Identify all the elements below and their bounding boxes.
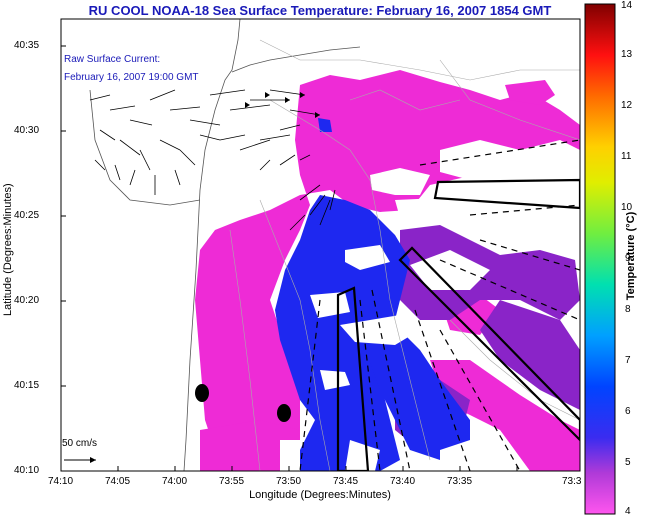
legend-current-label: Raw Surface Current:: [64, 54, 160, 65]
colorbar-tick-label: 8: [625, 304, 631, 315]
y-tick-label: 40:15: [14, 380, 40, 391]
y-tick-label: 40:10: [14, 465, 40, 476]
colorbar: [584, 3, 616, 515]
current-vectors: [89, 89, 336, 231]
y-axis-label: Latitude (Degrees:Minutes): [2, 183, 14, 316]
bathymetry-contours: [229, 39, 580, 471]
x-axis-label: Longitude (Degrees:Minutes): [249, 489, 391, 501]
x-tick-label: 73:40: [390, 476, 416, 487]
coastline: [89, 19, 361, 471]
x-tick-label: 74:05: [105, 476, 131, 487]
cloud-gaps: [280, 140, 580, 471]
x-tick-label: 73:45: [333, 476, 359, 487]
colorbar-tick-label: 6: [625, 406, 631, 417]
x-tick-label: 73:50: [276, 476, 302, 487]
colorbar-tick-label: 14: [621, 0, 633, 11]
y-tick-label: 40:30: [14, 125, 40, 136]
y-tick-label: 40:25: [14, 210, 40, 221]
colorbar-tick-label: 7: [625, 355, 631, 366]
colorbar-tick-label: 13: [621, 49, 633, 60]
x-tick-marks: [60, 466, 518, 471]
y-tick-label: 40:35: [14, 40, 40, 51]
colorbar-tick-label: 12: [621, 100, 633, 111]
x-tick-label: 73:3: [562, 476, 582, 487]
legend-current-date: February 16, 2007 19:00 GMT: [64, 72, 199, 83]
colorbar-tick-label: 9: [625, 253, 631, 264]
x-tick-label: 73:55: [219, 476, 245, 487]
map-title: RU COOL NOAA-18 Sea Surface Temperature:…: [88, 3, 552, 18]
scale-arrowhead: [90, 457, 96, 463]
colorbar-tick-label: 11: [621, 151, 632, 162]
x-tick-label: 73:35: [447, 476, 473, 487]
station-marker: [277, 404, 291, 422]
colorbar-tick-label: 4: [625, 506, 631, 517]
map-frame: [60, 18, 581, 472]
x-tick-label: 74:10: [48, 476, 74, 487]
scale-label: 50 cm/s: [62, 438, 97, 449]
y-tick-label: 40:20: [14, 295, 40, 306]
colorbar-label: Temperature (°C): [625, 211, 637, 301]
x-tick-label: 74:00: [162, 476, 188, 487]
station-marker: [195, 384, 209, 402]
colorbar-tick-label: 10: [621, 202, 633, 213]
y-tick-marks: [61, 45, 66, 472]
colorbar-tick-label: 5: [625, 457, 631, 468]
restricted-zones: [336, 178, 580, 471]
